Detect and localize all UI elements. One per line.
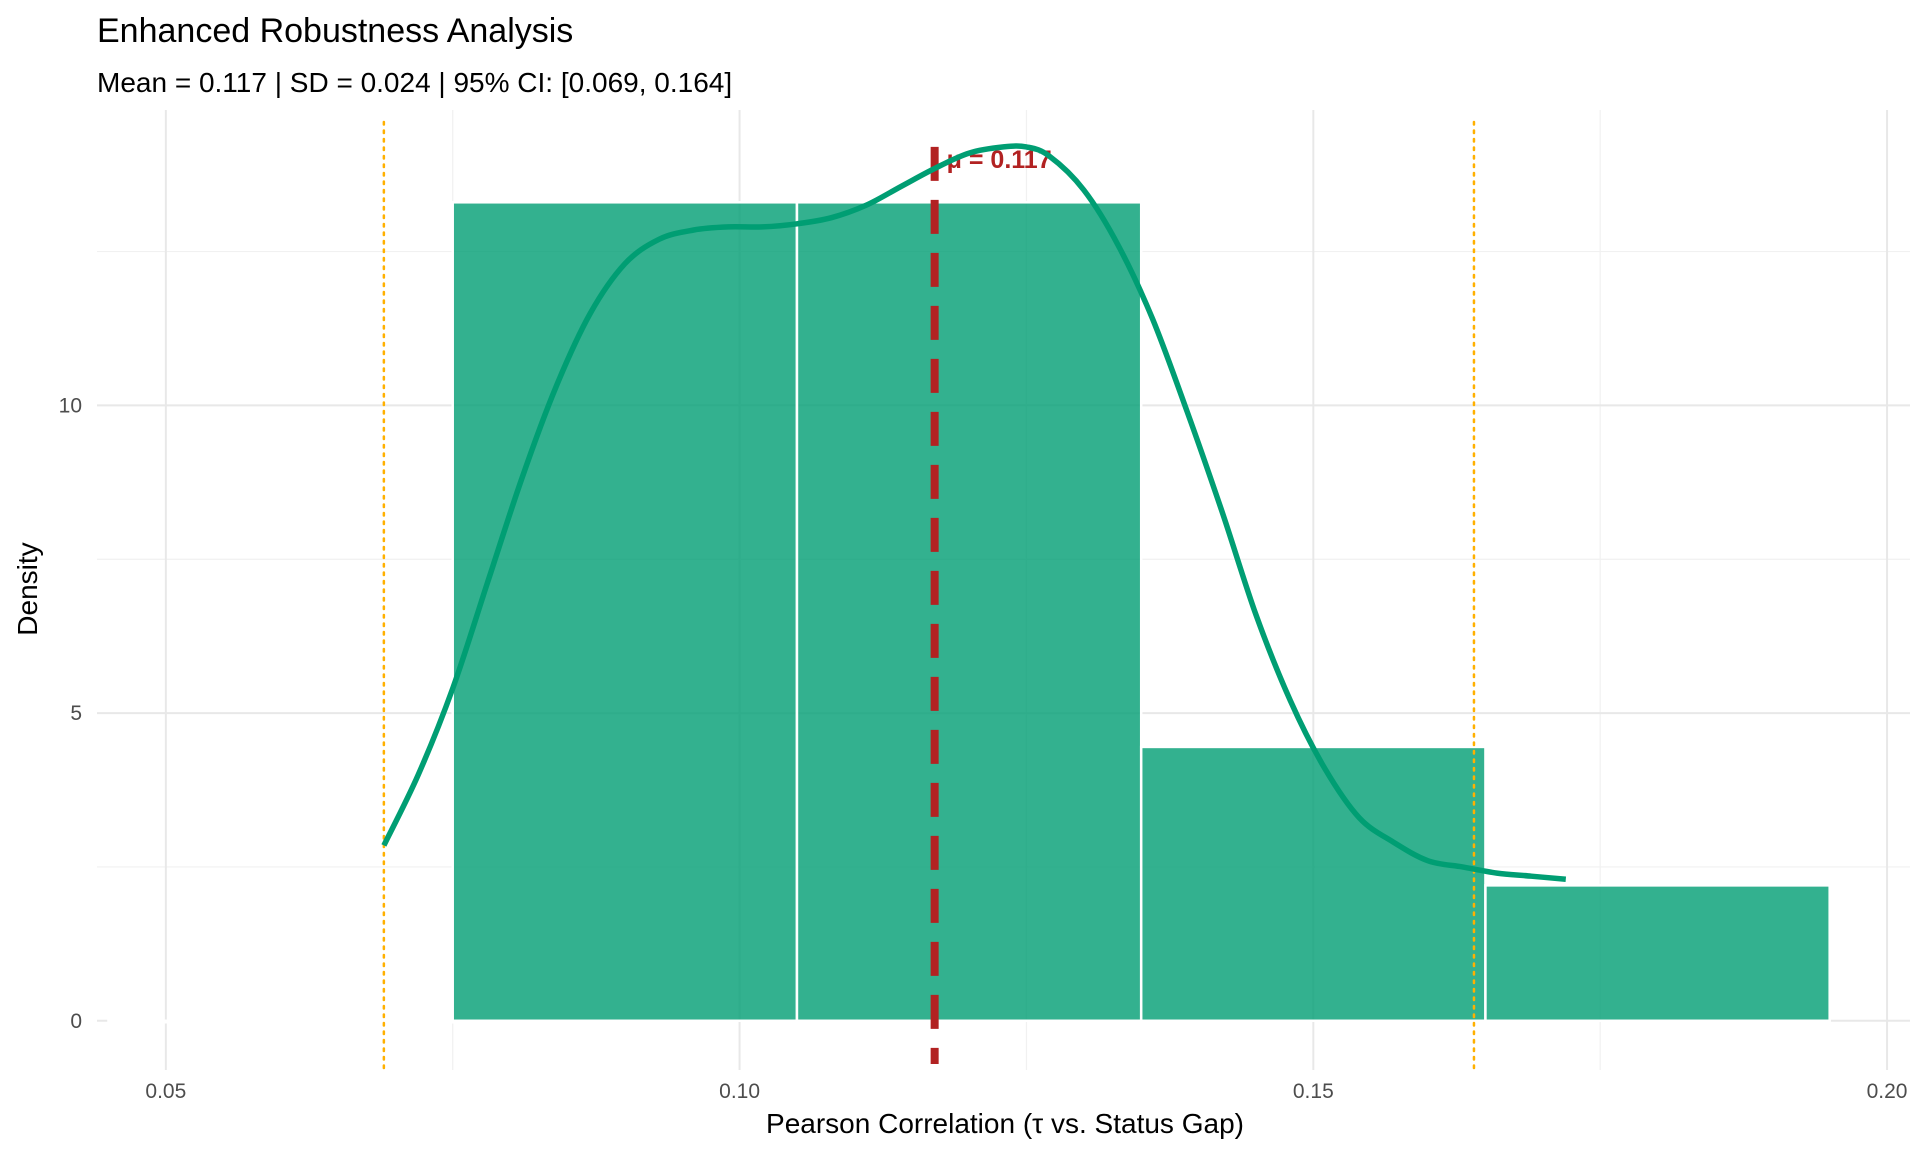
x-tick-label: 0.20 xyxy=(1867,1080,1908,1103)
y-tick-label: 5 xyxy=(70,702,82,725)
chart-subtitle: Mean = 0.117 | SD = 0.024 | 95% CI: [0.0… xyxy=(97,67,732,98)
x-tick-label: 0.15 xyxy=(1293,1080,1334,1103)
x-axis-title: Pearson Correlation (τ vs. Status Gap) xyxy=(766,1108,1244,1139)
x-tick-label: 0.05 xyxy=(145,1080,186,1103)
y-axis-title: Density xyxy=(12,542,43,635)
chart-title: Enhanced Robustness Analysis xyxy=(97,12,573,50)
histogram-bar-2 xyxy=(451,201,799,1023)
histogram-bar-5 xyxy=(1484,884,1831,1023)
histogram-bar-1 xyxy=(107,1019,454,1024)
y-axis-ticks: 0 5 10 xyxy=(59,394,82,1032)
histogram-bar-4 xyxy=(1139,745,1487,1023)
y-tick-label: 10 xyxy=(59,394,82,417)
histogram-bars xyxy=(107,201,1831,1024)
density-curve-group xyxy=(381,143,1567,882)
histogram-bar-3 xyxy=(795,201,1143,1023)
density-curve xyxy=(381,143,1567,882)
confidence-interval-lines xyxy=(382,120,1476,1072)
y-tick-label: 0 xyxy=(70,1010,82,1033)
x-axis-ticks: 0.05 0.10 0.15 0.20 xyxy=(145,1080,1907,1103)
x-tick-label: 0.10 xyxy=(719,1080,760,1103)
